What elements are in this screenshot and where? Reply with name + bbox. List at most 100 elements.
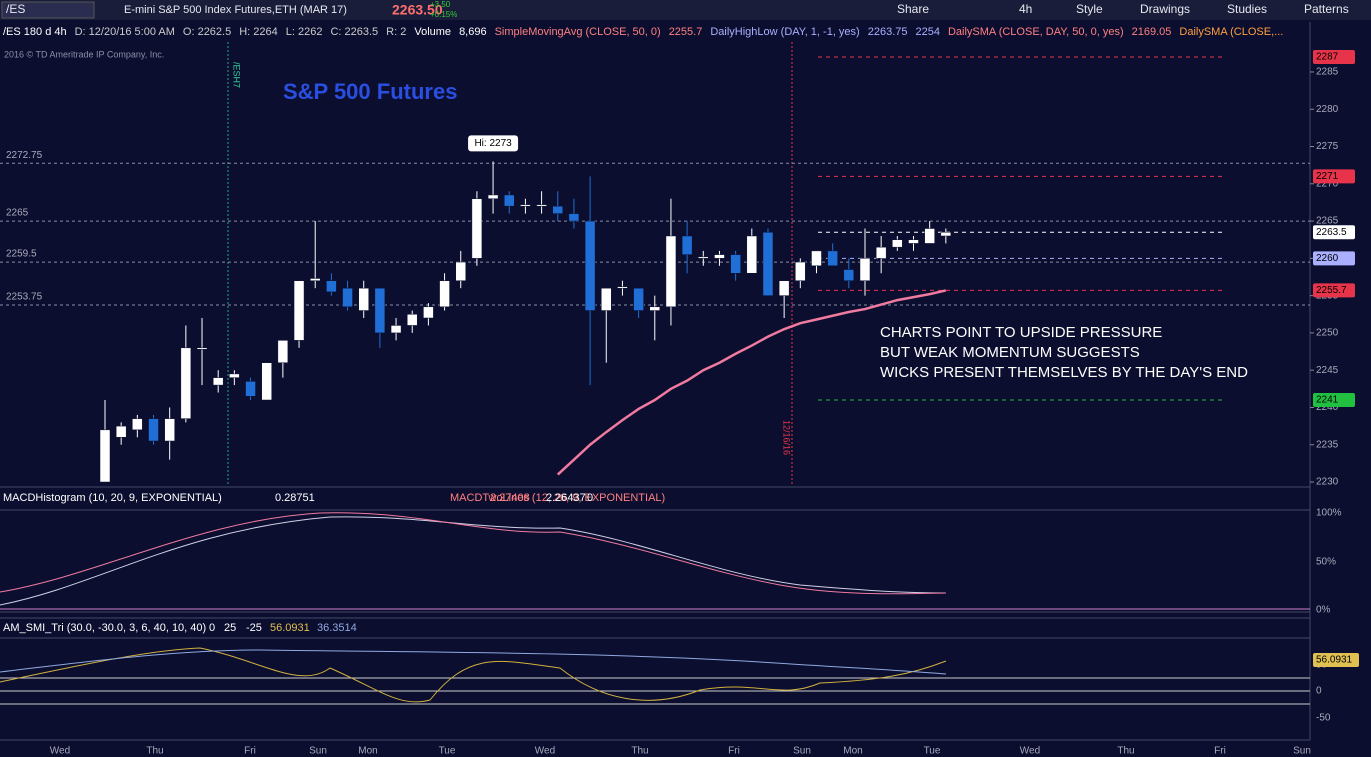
candle-body — [423, 306, 434, 319]
annotation: BUT WEAK MOMENTUM SUGGESTS — [880, 344, 1140, 361]
style-button[interactable]: Style — [1076, 2, 1103, 16]
price-marker — [1313, 225, 1355, 240]
smi-label: 0 — [209, 622, 215, 634]
candle-body — [924, 228, 935, 244]
candle-body — [358, 287, 369, 311]
x-tick-label: Sun — [1293, 746, 1311, 757]
macd-axis-label: 0% — [1316, 605, 1331, 616]
smi-marker-label: 56.0931 — [1316, 655, 1353, 666]
price-marker-label: 2287 — [1316, 52, 1339, 63]
y-tick-label: 2245 — [1316, 365, 1339, 376]
x-tick-label: Wed — [535, 746, 555, 757]
smi-label: AM_SMI_Tri (30.0, -30.0, 3, 6, 40, 10, 4… — [3, 622, 206, 634]
x-tick-label: Fri — [244, 746, 256, 757]
candle-body — [633, 287, 644, 311]
price-marker-label: 2241 — [1316, 395, 1339, 406]
macd-label: 0 — [587, 492, 593, 504]
candle-body — [229, 373, 240, 378]
candle-body — [940, 232, 952, 237]
candle-body — [730, 254, 741, 274]
date-label: 12/16/16 — [782, 420, 792, 455]
patterns-button[interactable]: Patterns — [1304, 2, 1349, 16]
x-tick-label: Thu — [631, 746, 648, 757]
candle-body — [795, 261, 806, 281]
candle-body — [698, 256, 709, 259]
x-tick-label: Wed — [50, 746, 70, 757]
level-label: 2272.75 — [6, 150, 43, 161]
candle-body — [180, 347, 192, 419]
macd-label: MACDHistogram (10, 20, 9, EXPONENTIAL) — [3, 492, 222, 504]
annotation: WICKS PRESENT THEMSELVES BY THE DAY'S EN… — [880, 364, 1248, 381]
drawings-button[interactable]: Drawings — [1140, 2, 1190, 16]
candle-body — [374, 287, 386, 334]
candle-body — [455, 261, 466, 281]
x-tick-label: Fri — [728, 746, 740, 757]
candle-body — [536, 204, 547, 207]
smi-axis-label: 0 — [1316, 686, 1322, 697]
x-tick-label: Thu — [1117, 746, 1134, 757]
smi-axis-label: -50 — [1316, 713, 1331, 724]
annotation: CHARTS POINT TO UPSIDE PRESSURE — [880, 324, 1162, 341]
price-marker-label: 2255.7 — [1316, 285, 1347, 296]
study-label: /ES 180 d 4h — [3, 26, 67, 38]
study-label: 2254 — [915, 26, 939, 38]
candle-body — [875, 246, 887, 259]
candle-body — [584, 220, 596, 311]
candle-body — [326, 280, 337, 293]
price-marker — [1313, 169, 1355, 184]
study-label: R: 2 — [386, 26, 406, 38]
study-labels: /ES 180 d 4h D: 12/20/16 5:00 AM O: 2262.5… — [3, 26, 1283, 38]
symbol: /ES — [6, 2, 25, 16]
candle-body — [115, 425, 127, 438]
study-label: L: 2262 — [286, 26, 323, 38]
studies-button[interactable]: Studies — [1227, 2, 1267, 16]
candle-body — [746, 235, 758, 274]
candle-body — [471, 198, 483, 259]
candle-body — [859, 258, 871, 281]
candle-body — [196, 347, 208, 350]
sma-line — [556, 289, 947, 476]
candle-body — [649, 306, 661, 311]
study-label: 2169.05 — [1132, 26, 1172, 38]
candle-body — [714, 254, 725, 259]
candle-body — [277, 340, 289, 363]
smi-label: -25 — [246, 622, 262, 634]
price-marker — [1313, 50, 1355, 65]
candle-body — [811, 250, 822, 267]
x-tick-label: Mon — [358, 746, 377, 757]
y-tick-label: 2280 — [1316, 104, 1339, 115]
candle-body — [617, 286, 628, 289]
candle-body — [762, 232, 774, 296]
level-label: 2259.5 — [6, 249, 37, 260]
candle-body — [148, 418, 159, 442]
candle-body — [552, 205, 564, 214]
x-tick-label: Sun — [309, 746, 327, 757]
macd-axis-label: 100% — [1316, 508, 1342, 519]
x-tick-label: Mon — [843, 746, 862, 757]
smi-marker — [1313, 653, 1359, 667]
candle-body — [504, 194, 515, 207]
candle-body — [99, 429, 111, 483]
study-label: 2255.7 — [669, 26, 703, 38]
price: 2263.50 — [392, 2, 443, 18]
candle-body — [681, 235, 693, 255]
toolbar — [0, 0, 1371, 20]
candles — [99, 161, 952, 483]
candle-body — [212, 377, 224, 386]
macd-label: 2.27408 — [490, 492, 530, 504]
candle-body — [342, 287, 353, 308]
chart-title: S&P 500 Futures — [283, 79, 457, 104]
price-marker-label: 2271 — [1316, 171, 1339, 182]
study-bar — [0, 22, 1310, 42]
change: +3.50 — [430, 0, 451, 9]
candle-body — [487, 194, 499, 199]
symbol-box[interactable] — [1, 1, 95, 19]
study-label: Volume — [414, 26, 451, 38]
study-label: D: 12/20/16 5:00 AM — [75, 26, 175, 38]
share-button[interactable]: Share — [897, 2, 929, 16]
price-marker-label: 2260 — [1316, 253, 1339, 264]
contract-label: /ESH7 — [232, 62, 242, 88]
study-label: DailySMA (CLOSE, DAY, 50, 0, yes) — [948, 26, 1124, 38]
aggregation-button[interactable]: 4h — [1019, 2, 1032, 16]
hi-label: Hi: 2273 — [474, 138, 512, 149]
